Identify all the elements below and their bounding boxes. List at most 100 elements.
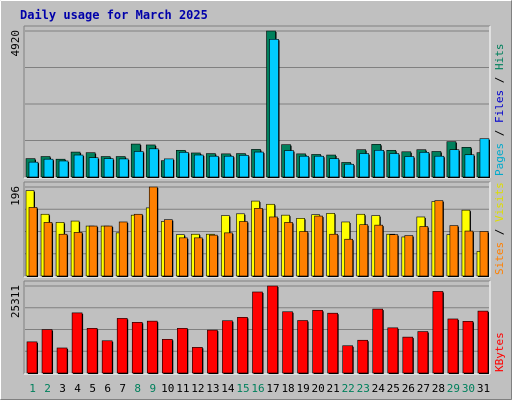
bar-sites-day-11 (179, 237, 188, 277)
bar-kbytes-day-30 (462, 321, 474, 374)
x-tick-label-19: 19 (296, 382, 309, 395)
bar-sites-day-31 (479, 231, 489, 277)
legend-hits-files-pages: Pages / Files / Hits (493, 44, 506, 177)
y-max-label-hits-files-pages: 4920 (9, 30, 22, 57)
bar-kbytes-day-6 (101, 340, 113, 374)
x-tick-label-10: 10 (161, 382, 174, 395)
y-max-label-visits-sites: 196 (9, 186, 22, 206)
bar-sites-day-15 (239, 221, 248, 277)
bar-files-day-5 (88, 157, 99, 178)
bar-sites-day-8 (133, 213, 143, 277)
x-tick-label-25: 25 (387, 382, 400, 395)
legend-entry: Pages (493, 143, 506, 176)
legend-entry: Files (493, 90, 506, 123)
bar-files-day-23 (359, 153, 370, 178)
bar-sites-day-16 (254, 208, 263, 277)
bar-kbytes-day-1 (26, 341, 38, 374)
bar-files-day-9 (148, 148, 159, 178)
bar-kbytes-day-20 (312, 310, 323, 374)
bar-files-day-31 (479, 138, 490, 178)
bar-kbytes-day-3 (56, 347, 68, 374)
bar-files-day-22 (344, 163, 354, 178)
bar-files-day-13 (209, 155, 219, 178)
bar-kbytes-day-25 (387, 327, 399, 374)
bar-sites-day-20 (314, 215, 323, 277)
bar-kbytes-day-9 (146, 320, 158, 374)
bar-sites-day-21 (329, 233, 338, 277)
bar-files-day-7 (118, 158, 129, 178)
x-tick-label-14: 14 (221, 382, 235, 395)
bar-kbytes-day-8 (131, 322, 143, 374)
bar-sites-day-18 (284, 222, 293, 277)
bar-sites-day-14 (224, 232, 233, 277)
bar-kbytes-day-17 (267, 285, 278, 374)
bar-kbytes-day-19 (297, 320, 308, 374)
bar-kbytes-day-21 (327, 312, 338, 374)
x-axis-labels: 1 2 3 4 5 6 7 8 9 10 11 12 13 14 15 16 17 18 19 20 21 22 23 24 2… (29, 382, 490, 395)
bar-sites-day-2 (43, 222, 53, 277)
bar-sites-day-1 (28, 207, 38, 277)
bar-files-day-21 (329, 158, 339, 178)
bar-files-day-15 (239, 155, 249, 178)
legend-entry: Hits (493, 44, 506, 71)
x-tick-label-16: 16 (251, 382, 264, 395)
x-tick-label-31: 31 (477, 382, 490, 395)
bar-sites-day-24 (374, 224, 384, 277)
panel-visits-sites: 196 Sites / Visits (9, 181, 506, 278)
bar-sites-day-9 (148, 186, 158, 277)
x-tick-label-1: 1 (29, 382, 36, 395)
bar-kbytes-day-26 (402, 336, 414, 374)
bar-kbytes-day-10 (161, 339, 173, 374)
bar-files-day-24 (374, 149, 385, 178)
bar-files-day-30 (464, 154, 475, 178)
bar-sites-day-4 (73, 232, 83, 277)
bar-kbytes-day-14 (222, 320, 233, 374)
x-tick-label-13: 13 (206, 382, 219, 395)
x-tick-label-24: 24 (372, 382, 386, 395)
x-tick-label-17: 17 (266, 382, 279, 395)
x-tick-label-5: 5 (89, 382, 96, 395)
bar-kbytes-day-28 (432, 291, 444, 374)
y-max-label-kbytes: 25311 (9, 285, 22, 318)
bar-files-day-16 (254, 151, 264, 178)
x-tick-label-22: 22 (342, 382, 355, 395)
x-tick-label-4: 4 (74, 382, 81, 395)
x-tick-label-6: 6 (104, 382, 111, 395)
legend-visits-sites: Sites / Visits (493, 182, 506, 275)
legend-entry: / (493, 123, 506, 143)
x-tick-label-23: 23 (357, 382, 370, 395)
bar-sites-day-30 (464, 230, 474, 277)
bar-files-day-4 (73, 154, 84, 178)
x-tick-label-18: 18 (281, 382, 294, 395)
panels: 4920 Pages / Files / Hits 196 Sites / Visit… (9, 25, 506, 375)
bar-files-day-3 (58, 160, 69, 178)
bar-sites-day-6 (103, 225, 113, 277)
bar-sites-day-27 (419, 226, 429, 277)
bar-sites-day-7 (118, 221, 128, 277)
bar-sites-day-19 (299, 231, 308, 277)
x-tick-label-8: 8 (134, 382, 141, 395)
x-tick-label-11: 11 (176, 382, 189, 395)
bar-sites-day-28 (434, 200, 444, 277)
bar-kbytes-day-24 (372, 308, 384, 374)
bar-kbytes-day-22 (342, 345, 353, 374)
bar-kbytes-day-5 (86, 328, 98, 374)
legend-entry: / (493, 70, 506, 90)
x-tick-label-29: 29 (447, 382, 460, 395)
bar-sites-day-3 (58, 233, 68, 277)
bar-kbytes-day-29 (447, 318, 459, 374)
bar-sites-day-13 (209, 234, 218, 277)
x-tick-label-21: 21 (327, 382, 340, 395)
bar-kbytes-day-7 (116, 318, 128, 374)
bar-files-day-10 (163, 158, 174, 178)
bar-kbytes-day-12 (192, 347, 203, 374)
bar-files-day-26 (404, 156, 415, 178)
bar-sites-day-5 (88, 225, 98, 277)
bar-kbytes-day-15 (237, 317, 248, 374)
bar-sites-day-29 (449, 225, 459, 277)
x-tick-label-12: 12 (191, 382, 204, 395)
bar-files-day-11 (179, 152, 189, 178)
panel-kbytes: 25311 KBytes (9, 280, 506, 375)
legend-entry: / (493, 222, 506, 242)
